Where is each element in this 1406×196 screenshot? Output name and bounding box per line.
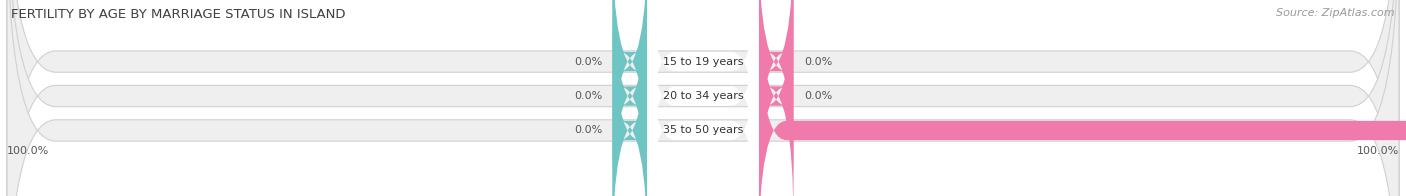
Text: Source: ZipAtlas.com: Source: ZipAtlas.com bbox=[1277, 8, 1395, 18]
FancyBboxPatch shape bbox=[7, 0, 1399, 196]
FancyBboxPatch shape bbox=[613, 0, 647, 190]
FancyBboxPatch shape bbox=[7, 0, 1399, 196]
FancyBboxPatch shape bbox=[613, 2, 647, 196]
Text: 15 to 19 years: 15 to 19 years bbox=[662, 57, 744, 67]
FancyBboxPatch shape bbox=[647, 0, 759, 196]
Text: 100.0%: 100.0% bbox=[7, 146, 49, 156]
Text: 0.0%: 0.0% bbox=[804, 57, 832, 67]
Text: 0.0%: 0.0% bbox=[574, 57, 602, 67]
FancyBboxPatch shape bbox=[759, 0, 793, 190]
FancyBboxPatch shape bbox=[7, 0, 1399, 196]
Text: 35 to 50 years: 35 to 50 years bbox=[662, 125, 744, 135]
Text: FERTILITY BY AGE BY MARRIAGE STATUS IN ISLAND: FERTILITY BY AGE BY MARRIAGE STATUS IN I… bbox=[11, 8, 346, 21]
Text: 0.0%: 0.0% bbox=[804, 91, 832, 101]
FancyBboxPatch shape bbox=[613, 0, 647, 196]
FancyBboxPatch shape bbox=[647, 2, 759, 196]
Text: 100.0%: 100.0% bbox=[1357, 146, 1399, 156]
FancyBboxPatch shape bbox=[759, 0, 793, 196]
Text: 20 to 34 years: 20 to 34 years bbox=[662, 91, 744, 101]
FancyBboxPatch shape bbox=[647, 0, 759, 190]
FancyBboxPatch shape bbox=[759, 2, 1406, 196]
Text: 0.0%: 0.0% bbox=[574, 91, 602, 101]
Text: 0.0%: 0.0% bbox=[574, 125, 602, 135]
